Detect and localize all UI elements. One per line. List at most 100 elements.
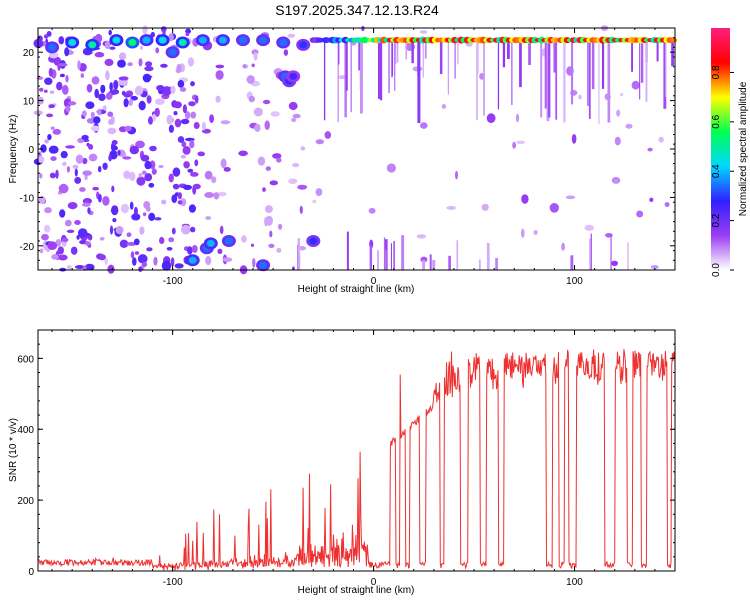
heatmap-speckle (48, 145, 59, 154)
heatmap-speckle (94, 88, 99, 99)
heatmap-speckle (205, 216, 212, 220)
heatmap-speckle (38, 87, 44, 92)
heatmap-speckle (134, 85, 144, 96)
heatmap-speckle (120, 203, 129, 214)
heatmap-streak (511, 37, 513, 106)
heatmap-speckle (67, 101, 77, 106)
heatmap-speckle (298, 246, 306, 251)
heatmap-streak (627, 242, 629, 270)
heatmap-streak (429, 254, 432, 270)
heatmap-speckle (102, 105, 107, 111)
heatmap-streak (337, 37, 339, 123)
heatmap-speckle (108, 119, 113, 125)
heatmap-speckle (117, 59, 126, 68)
heatmap-speckle (57, 254, 68, 261)
snr-xtick-label: -100 (163, 577, 183, 588)
heatmap-speckle (84, 241, 91, 246)
heatmap-speckle (85, 101, 95, 109)
heatmap-speckle (44, 77, 53, 85)
heatmap-streak (379, 37, 383, 101)
heatmap-speckle (288, 101, 298, 111)
heatmap-speckle (82, 157, 88, 165)
heatmap-speckle (636, 210, 644, 218)
heatmap-speckle (66, 264, 72, 271)
heatmap-streak (663, 37, 667, 109)
heatmap-streak (547, 37, 551, 118)
heatmap-speckle (251, 63, 255, 68)
heatmap-speckle (41, 233, 49, 241)
heatmap-speckle (153, 256, 158, 266)
heatmap-blob (224, 237, 233, 245)
heatmap-blob (158, 36, 167, 44)
heatmap-speckle (99, 254, 104, 259)
colorbar-tick-label: 0.4 (711, 164, 722, 178)
heatmap-speckle (180, 198, 187, 207)
heatmap-speckle (578, 94, 582, 100)
heatmap-speckle (139, 226, 145, 235)
colorbar-ticks: 0.0 0.2 0.4 0.6 0.8 (711, 65, 734, 277)
heatmap-blob (289, 72, 298, 80)
snr-ylabel: SNR (10 * v/v) (8, 418, 19, 482)
heatmap-speckle (420, 256, 428, 263)
heatmap-speckle (205, 255, 212, 266)
heatmap-speckle (123, 170, 131, 179)
heatmap-speckle (90, 125, 100, 132)
heatmap-streak (448, 255, 451, 270)
heatmap-speckle (127, 62, 133, 67)
heatmap-speckle (315, 188, 323, 197)
heatmap-blob (168, 48, 177, 56)
heatmap-speckle (119, 52, 127, 61)
heatmap-speckle (262, 187, 266, 192)
heatmap-speckle (133, 206, 138, 216)
heatmap-speckle (129, 171, 136, 181)
heatmap-speckle (132, 257, 137, 266)
heatmap-speckle (160, 26, 167, 33)
heatmap-streak (571, 37, 574, 105)
heatmap-speckle (146, 247, 153, 252)
heatmap-speckle (115, 226, 124, 235)
heatmap-blob (128, 39, 137, 46)
heatmap-speckle (137, 254, 148, 264)
heatmap-speckle (161, 260, 172, 271)
spectrogram-xtick-label: 0 (371, 276, 377, 287)
heatmap-speckle (43, 89, 48, 93)
heatmap-speckle (119, 239, 129, 248)
heatmap-speckle (324, 131, 332, 139)
heatmap-speckle (142, 73, 152, 83)
heatmap-blob (259, 261, 268, 269)
colorbar-tick-label: 0.2 (711, 213, 722, 227)
heatmap-speckle (187, 246, 193, 255)
heatmap-speckle (98, 193, 102, 203)
heatmap-streak (588, 37, 591, 120)
heatmap-speckle (213, 192, 220, 200)
heatmap-speckle (173, 101, 182, 109)
heatmap-speckle (55, 169, 59, 179)
heatmap-speckle (177, 80, 185, 88)
heatmap-streak (546, 37, 550, 122)
heatmap-blob (112, 36, 121, 44)
heatmap-streak (439, 37, 443, 75)
heatmap-speckle (571, 134, 577, 144)
heatmap-speckle (250, 243, 255, 247)
heatmap-speckle (74, 168, 78, 177)
heatmap-speckle (79, 187, 86, 192)
heatmap-speckle (111, 205, 119, 216)
heatmap-speckle (194, 159, 199, 167)
heatmap-speckle (191, 244, 198, 253)
heatmap-streak (656, 37, 659, 62)
figure-title: S197.2025.347.12.13.R24 (275, 2, 439, 18)
heatmap-blob (309, 237, 318, 245)
heatmap-streak (401, 235, 405, 270)
heatmap-speckle (58, 36, 65, 45)
heatmap-blob (218, 36, 227, 44)
heatmap-speckle (142, 25, 148, 35)
heatmap-speckle (43, 34, 49, 39)
heatmap-streak (607, 37, 611, 123)
heatmap-streak (384, 250, 387, 270)
heatmap-speckle (65, 75, 69, 83)
heatmap-streak (591, 37, 595, 90)
heatmap-speckle (61, 237, 69, 243)
heatmap-speckle (50, 156, 57, 162)
heatmap-streak (477, 37, 479, 74)
